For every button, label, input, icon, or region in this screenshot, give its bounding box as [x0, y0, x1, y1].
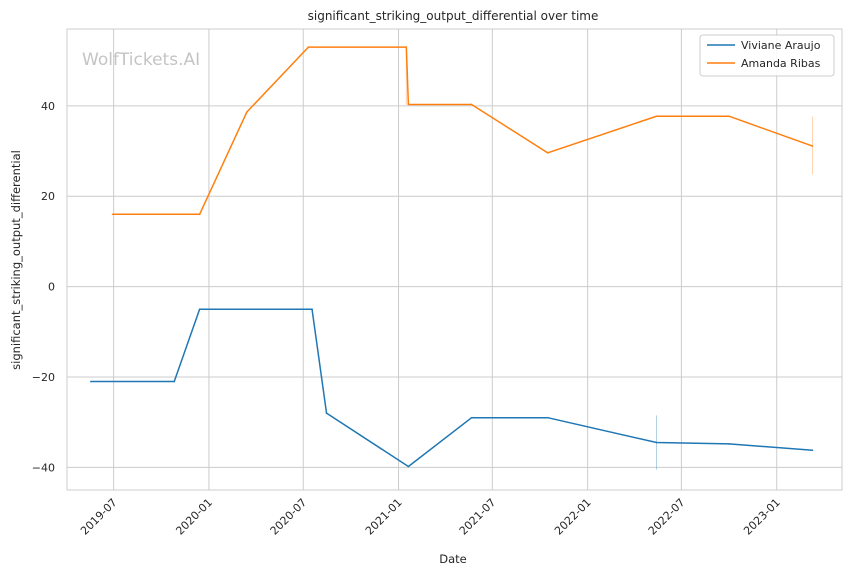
y-tick-label: −40: [32, 461, 55, 474]
y-axis-title: significant_striking_output_differential: [9, 150, 23, 370]
y-tick-label: 0: [48, 281, 55, 294]
legend: Viviane Araujo Amanda Ribas: [699, 34, 835, 77]
data-point: [470, 103, 473, 106]
data-point: [546, 416, 549, 419]
data-point: [311, 308, 313, 311]
legend-label-amanda-ribas: Amanda Ribas: [741, 57, 821, 70]
series-layer: [90, 46, 814, 470]
data-point: [407, 103, 410, 106]
data-point: [811, 145, 814, 147]
data-point: [655, 441, 658, 444]
watermark: WolfTickets.AI: [82, 50, 200, 70]
x-axis-title: Date: [439, 552, 467, 566]
data-point: [728, 443, 730, 445]
data-point: [198, 308, 201, 311]
y-axis-ticks: −40 −20 0 20 40: [32, 100, 55, 475]
y-tick-label: 40: [41, 100, 55, 113]
data-point: [325, 412, 328, 414]
data-point: [173, 380, 176, 383]
data-point: [90, 380, 92, 383]
data-point: [546, 152, 549, 154]
plot-area-frame: [66, 28, 843, 491]
y-tick-label: −20: [32, 371, 55, 384]
data-point: [307, 46, 310, 48]
data-point: [728, 115, 730, 118]
data-point: [811, 449, 814, 452]
grid: [67, 29, 842, 490]
data-point: [407, 465, 410, 468]
legend-label-viviane-araujo: Viviane Araujo: [741, 39, 821, 52]
data-point: [470, 416, 473, 419]
series-amanda-ribas: [111, 46, 814, 216]
y-tick-label: 20: [41, 190, 55, 203]
series-viviane-araujo: [90, 308, 814, 470]
data-point: [405, 46, 408, 48]
data-point: [245, 111, 248, 113]
chart-title: significant_striking_output_differential…: [308, 9, 599, 23]
data-point: [655, 115, 658, 118]
data-point: [111, 213, 114, 216]
data-point: [198, 213, 201, 216]
